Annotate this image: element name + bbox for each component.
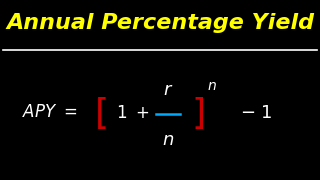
Text: $n$: $n$ — [207, 78, 217, 93]
Text: $]$: $]$ — [191, 95, 204, 131]
Text: Annual Percentage Yield: Annual Percentage Yield — [6, 13, 314, 33]
Text: $\mathit{APY}\ =$: $\mathit{APY}\ =$ — [22, 103, 78, 121]
Text: $-\ 1$: $-\ 1$ — [240, 104, 272, 122]
Text: $n$: $n$ — [162, 131, 174, 149]
Text: $1\ +$: $1\ +$ — [116, 104, 149, 122]
Text: $[$: $[$ — [94, 95, 107, 131]
Text: $r$: $r$ — [163, 81, 173, 99]
